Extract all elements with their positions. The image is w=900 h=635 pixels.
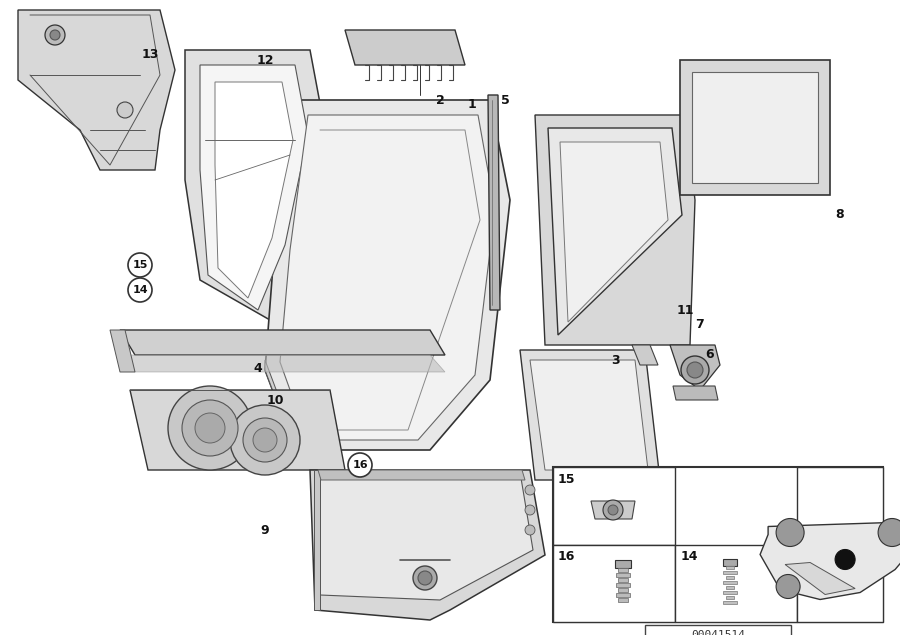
Polygon shape [632,345,658,365]
Text: 16: 16 [558,551,575,563]
Circle shape [45,25,65,45]
Circle shape [776,519,804,547]
Circle shape [348,453,372,477]
Text: 13: 13 [141,48,158,62]
Circle shape [835,549,855,570]
Polygon shape [723,559,737,566]
Circle shape [525,525,535,535]
Text: 11: 11 [676,304,694,316]
Polygon shape [18,10,175,170]
Circle shape [168,386,252,470]
Polygon shape [215,82,293,298]
Text: 7: 7 [696,319,705,331]
Polygon shape [616,573,630,577]
Polygon shape [110,330,135,372]
Polygon shape [670,345,720,390]
Polygon shape [726,566,734,568]
Polygon shape [618,598,628,601]
Text: 9: 9 [261,523,269,537]
Text: 14: 14 [680,551,698,563]
Polygon shape [591,501,635,519]
Text: 5: 5 [500,93,509,107]
Polygon shape [530,360,648,470]
Polygon shape [520,350,660,480]
Circle shape [230,405,300,475]
Polygon shape [560,142,668,322]
Circle shape [418,571,432,585]
Polygon shape [265,360,295,450]
Circle shape [525,485,535,495]
Polygon shape [185,50,325,320]
Circle shape [878,519,900,547]
Circle shape [776,575,800,599]
Text: 10: 10 [266,394,284,406]
Polygon shape [723,580,737,584]
Circle shape [413,566,437,590]
Text: 15: 15 [132,260,148,270]
Polygon shape [618,587,628,591]
Bar [553,467,883,622]
Circle shape [182,400,238,456]
Text: 15: 15 [558,473,575,486]
Text: 00041514: 00041514 [691,630,745,635]
Polygon shape [723,570,737,573]
Polygon shape [120,355,445,372]
Polygon shape [618,568,628,572]
Bar [645,625,790,635]
Polygon shape [488,95,500,310]
Polygon shape [314,470,320,610]
Polygon shape [692,72,818,183]
Circle shape [608,505,618,515]
Polygon shape [310,470,545,620]
Polygon shape [200,65,308,310]
Circle shape [253,428,277,452]
Polygon shape [726,596,734,599]
Circle shape [128,253,152,277]
Circle shape [243,418,287,462]
Polygon shape [535,115,695,345]
Polygon shape [318,470,525,480]
Polygon shape [673,386,718,400]
Text: 16: 16 [352,460,368,470]
Polygon shape [130,390,345,470]
Text: 3: 3 [611,354,619,366]
Bar [797,467,883,622]
Circle shape [50,30,60,40]
Polygon shape [120,330,445,355]
Circle shape [681,356,709,384]
Polygon shape [320,472,533,600]
Polygon shape [618,577,628,582]
Circle shape [117,102,133,118]
Text: 12: 12 [256,53,274,67]
Text: 14: 14 [132,285,148,295]
Text: 4: 4 [254,361,263,375]
Circle shape [525,505,535,515]
Text: 1: 1 [468,98,476,112]
Text: 2: 2 [436,93,445,107]
Polygon shape [265,100,510,450]
Text: 8: 8 [836,208,844,222]
Bar [553,467,675,544]
Polygon shape [615,559,631,568]
Circle shape [195,413,225,443]
Polygon shape [345,30,465,65]
Text: 6: 6 [706,349,715,361]
Circle shape [687,362,703,378]
Polygon shape [785,563,855,594]
Polygon shape [726,575,734,578]
Polygon shape [616,582,630,587]
Bar [553,544,675,622]
Polygon shape [723,591,737,594]
Polygon shape [616,592,630,596]
Bar [675,544,797,622]
Polygon shape [726,585,734,589]
Polygon shape [680,60,830,195]
Polygon shape [723,601,737,603]
Polygon shape [280,115,495,440]
Circle shape [128,278,152,302]
Polygon shape [760,523,900,599]
Polygon shape [548,128,682,335]
Circle shape [603,500,623,520]
